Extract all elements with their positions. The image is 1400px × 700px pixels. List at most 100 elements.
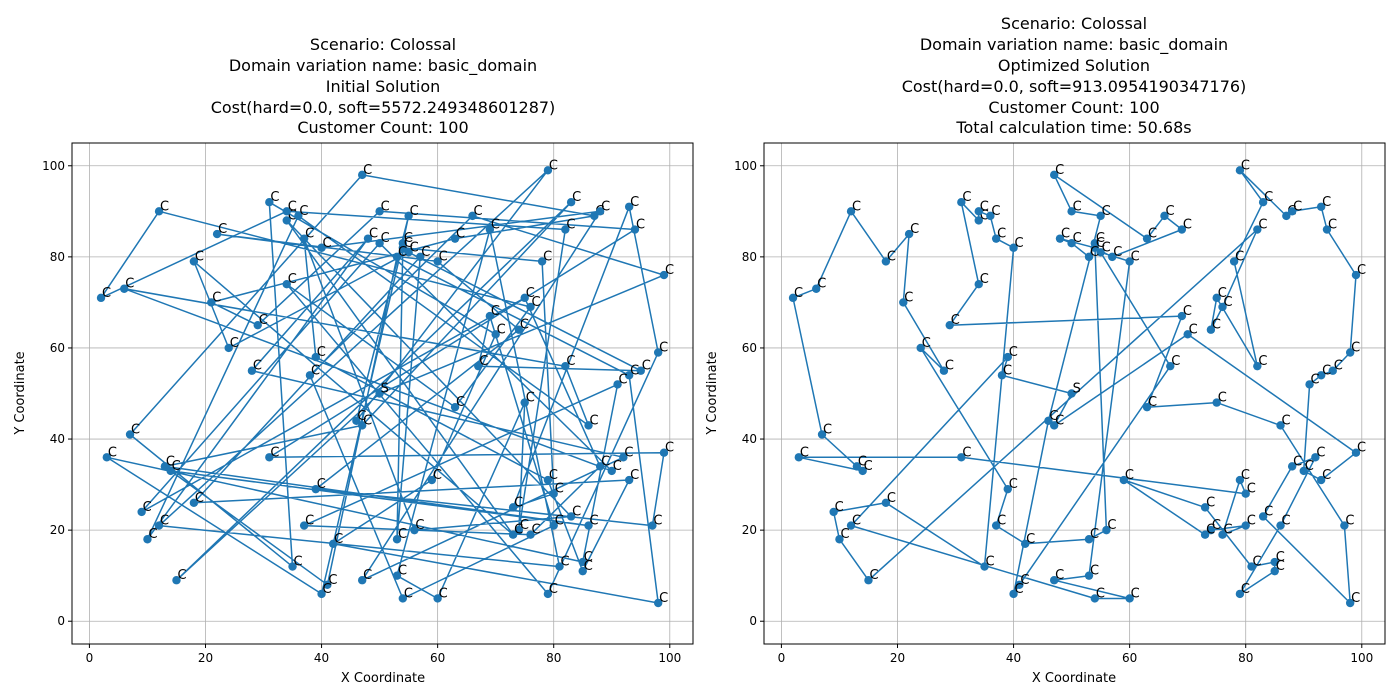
customer-point <box>1177 225 1187 234</box>
customer-point <box>1084 571 1094 580</box>
customer-point <box>311 484 320 494</box>
customer-point <box>980 562 989 571</box>
customer-point <box>1067 239 1076 248</box>
customer-label: C <box>665 441 674 456</box>
customer-label: C <box>299 204 308 219</box>
customer-label: C <box>363 568 372 583</box>
customer-point <box>282 216 291 225</box>
customer-label: C <box>1264 190 1273 205</box>
customer-label: C <box>381 231 390 246</box>
customer-point <box>812 284 821 293</box>
customer-label: C <box>473 204 482 219</box>
customer-label: C <box>630 468 639 483</box>
customer-point <box>265 198 274 207</box>
customer-label: C <box>439 586 448 601</box>
customer-label: C <box>951 313 960 328</box>
customer-point <box>357 170 367 180</box>
customer-label: C <box>1247 482 1256 497</box>
customer-label: C <box>531 523 540 538</box>
customer-label: C <box>125 277 134 292</box>
customer-label: C <box>1073 231 1082 246</box>
customer-label: C <box>363 163 372 178</box>
customer-label: C <box>887 249 896 264</box>
customer-point <box>1235 166 1245 175</box>
customer-label: C <box>1096 236 1105 251</box>
customer-label: C <box>659 341 668 356</box>
customer-point <box>881 257 891 266</box>
customer-point <box>352 416 361 426</box>
customer-label: C <box>665 263 674 278</box>
customer-label: C <box>1061 227 1070 242</box>
customer-label: C <box>479 354 488 369</box>
customer-point <box>1351 448 1361 457</box>
customer-point <box>1316 202 1326 211</box>
customer-point <box>1003 484 1012 494</box>
customer-label: C <box>491 304 500 319</box>
customer-label: C <box>410 240 419 255</box>
customer-label: C <box>869 568 878 583</box>
customer-label: C <box>835 500 844 515</box>
customer-point <box>520 293 529 303</box>
customer-label: C <box>456 395 465 410</box>
customer-point <box>986 211 995 221</box>
customer-label: C <box>131 422 140 437</box>
customer-point <box>247 366 257 375</box>
customer-point <box>154 207 164 216</box>
customer-point <box>624 475 634 485</box>
customer-label: C <box>636 218 645 233</box>
customer-point <box>450 234 460 243</box>
x-tick-label: 80 <box>546 651 561 665</box>
customer-point <box>1125 594 1134 603</box>
customer-point <box>1044 416 1053 426</box>
customer-point <box>852 462 862 471</box>
customer-point <box>1009 243 1018 252</box>
customer-label: C <box>497 322 506 337</box>
customer-label: C <box>1096 231 1105 246</box>
customer-label: C <box>1131 249 1140 264</box>
customer-label: C <box>439 249 448 264</box>
y-tick-label: 40 <box>50 432 65 446</box>
y-tick-label: 20 <box>742 523 757 537</box>
customer-point <box>561 361 570 371</box>
customer-label: C <box>852 514 861 529</box>
customer-point <box>398 243 408 252</box>
customer-point <box>578 566 587 576</box>
customer-label: C <box>991 204 1000 219</box>
customer-point <box>485 225 495 234</box>
depot-point <box>1067 389 1076 398</box>
x-tick-label: 100 <box>658 651 681 665</box>
customer-point <box>357 421 367 430</box>
x-tick-label: 20 <box>198 651 213 665</box>
plot-frame <box>763 142 1386 645</box>
customer-point <box>1119 475 1129 485</box>
customer-point <box>991 521 1001 530</box>
customer-label: C <box>1322 468 1331 483</box>
customer-point <box>323 580 332 589</box>
customer-point <box>317 243 326 252</box>
customer-label: C <box>1113 245 1122 260</box>
customer-point <box>485 311 495 321</box>
customer-point <box>160 462 170 471</box>
customer-label: C <box>317 345 326 360</box>
customer-point <box>566 198 576 207</box>
customer-label: C <box>1235 249 1244 264</box>
y-tick-label: 60 <box>50 341 65 355</box>
customer-label: C <box>980 272 989 287</box>
customer-label: C <box>549 158 558 173</box>
customer-label: C <box>852 199 861 214</box>
customer-label: C <box>1241 582 1250 597</box>
customer-point <box>945 320 954 330</box>
customer-point <box>659 270 669 280</box>
customer-label: C <box>1223 523 1232 538</box>
customer-point <box>537 257 547 266</box>
customer-point <box>1345 348 1355 357</box>
customer-label: C <box>549 582 558 597</box>
customer-point <box>835 535 844 544</box>
customer-label: C <box>259 313 268 328</box>
x-tick-label: 60 <box>1122 651 1137 665</box>
customer-point <box>555 562 564 571</box>
customer-label: C <box>590 514 599 529</box>
customer-point <box>207 298 216 307</box>
customer-label: C <box>404 231 413 246</box>
customer-point <box>991 234 1001 243</box>
